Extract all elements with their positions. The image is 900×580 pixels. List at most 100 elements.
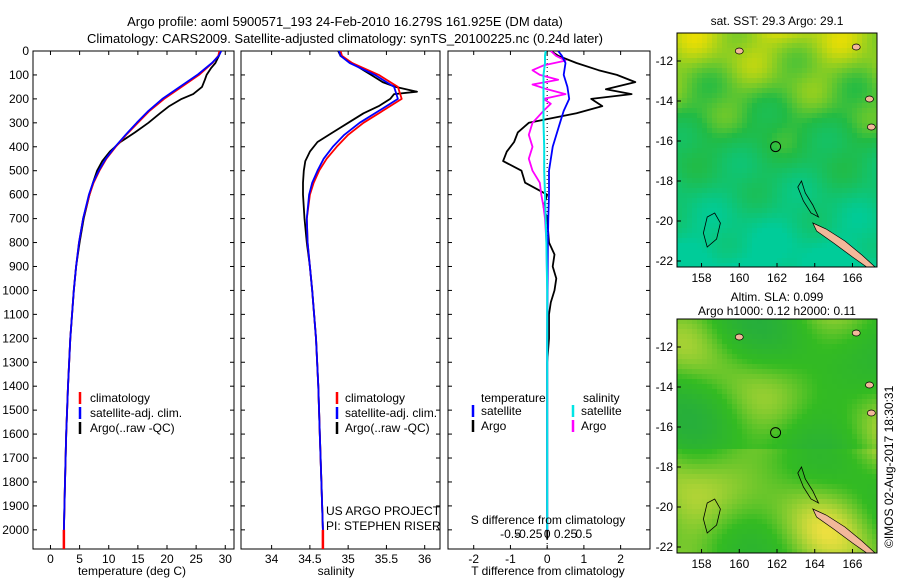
map-cell <box>842 369 848 375</box>
series-line-temperature-satellite <box>546 51 571 530</box>
map-cell <box>687 464 693 470</box>
map-cell <box>732 223 738 229</box>
map-cell <box>817 53 823 59</box>
map-cell <box>687 53 693 59</box>
land-island <box>734 47 744 55</box>
map-cell <box>787 63 793 69</box>
map-cell <box>772 253 778 259</box>
map-cell <box>707 263 713 267</box>
map-cell <box>792 83 798 89</box>
map-cell <box>772 444 778 450</box>
map-cell <box>822 479 828 485</box>
map-cell <box>842 233 848 239</box>
map-cell <box>807 529 813 535</box>
map-cell <box>872 374 877 380</box>
map-cell <box>717 228 723 234</box>
map-cell <box>727 83 733 89</box>
map-cell <box>797 233 803 239</box>
map-cell <box>712 354 718 360</box>
map-cell <box>682 489 688 495</box>
map-cell <box>862 93 868 99</box>
map-cell <box>792 349 798 355</box>
x-tick-label: 0 <box>47 552 54 566</box>
map-cell <box>772 113 778 119</box>
map-cell <box>862 73 868 79</box>
depth-tick-label: 1400 <box>2 379 29 393</box>
map-cell <box>757 88 763 94</box>
map-cell <box>722 248 728 254</box>
map-cell <box>792 429 798 435</box>
map-cell <box>857 123 863 129</box>
map-cell <box>802 178 808 184</box>
map-cell <box>872 494 877 500</box>
map-cell <box>792 439 798 445</box>
map-cell <box>732 464 738 470</box>
map-cell <box>792 128 798 134</box>
map-cell <box>717 188 723 194</box>
map-cell <box>742 113 748 119</box>
map-cell <box>737 319 743 325</box>
map-cell <box>857 509 863 515</box>
map-cell <box>712 128 718 134</box>
s-tick-label: -0.25 <box>515 527 543 541</box>
map-cell <box>702 374 708 380</box>
map-cell <box>827 88 833 94</box>
map-cell <box>732 233 738 239</box>
x-tick-label: 34.5 <box>298 552 322 566</box>
map-cell <box>797 354 803 360</box>
map-cell <box>862 143 868 149</box>
map-cell <box>822 409 828 415</box>
map-cell <box>767 253 773 259</box>
temperature-legend: climatology satellite-adj. clim. Argo(..… <box>78 391 182 435</box>
map-cell <box>767 324 773 330</box>
map-cell <box>847 228 853 234</box>
map-cell <box>872 499 877 505</box>
map-cell <box>797 258 803 264</box>
map-cell <box>777 404 783 410</box>
map-cell <box>862 223 868 229</box>
map-cell <box>707 93 713 99</box>
map-cell <box>697 544 703 550</box>
map-cell <box>792 454 798 460</box>
map-cell <box>737 384 743 390</box>
map-cell <box>737 504 743 510</box>
map-cell <box>812 319 818 325</box>
map-cell <box>717 213 723 219</box>
map-cell <box>747 258 753 264</box>
map-cell <box>807 364 813 370</box>
map-cell <box>862 384 868 390</box>
map-cell <box>802 539 808 545</box>
map-cell <box>852 203 858 209</box>
map-cell <box>827 504 833 510</box>
map-cell <box>757 158 763 164</box>
map-cell <box>767 504 773 510</box>
map-cell <box>717 529 723 535</box>
map-cell <box>842 98 848 104</box>
map-cell <box>792 539 798 545</box>
map-cell <box>847 399 853 405</box>
map-cell <box>742 414 748 420</box>
map-cell <box>817 113 823 119</box>
map-cell <box>692 198 698 204</box>
map-cell <box>827 334 833 340</box>
map-cell <box>712 63 718 69</box>
map-cell <box>807 409 813 415</box>
map-cell <box>757 489 763 495</box>
map-cell <box>842 208 848 214</box>
map-cell <box>852 514 858 520</box>
map-cell <box>812 243 818 249</box>
map-cell <box>692 549 698 553</box>
map-cell <box>782 78 788 84</box>
map-cell <box>797 439 803 445</box>
x-tick-label: 35.5 <box>375 552 399 566</box>
map-cell <box>692 334 698 340</box>
map-cell <box>677 183 683 189</box>
map-cell <box>867 339 873 345</box>
map-cell <box>762 464 768 470</box>
map-cell <box>777 364 783 370</box>
map-cell <box>732 123 738 129</box>
map-cell <box>847 394 853 400</box>
map-cell <box>842 218 848 224</box>
map-cell <box>757 494 763 500</box>
map-cell <box>702 409 708 415</box>
